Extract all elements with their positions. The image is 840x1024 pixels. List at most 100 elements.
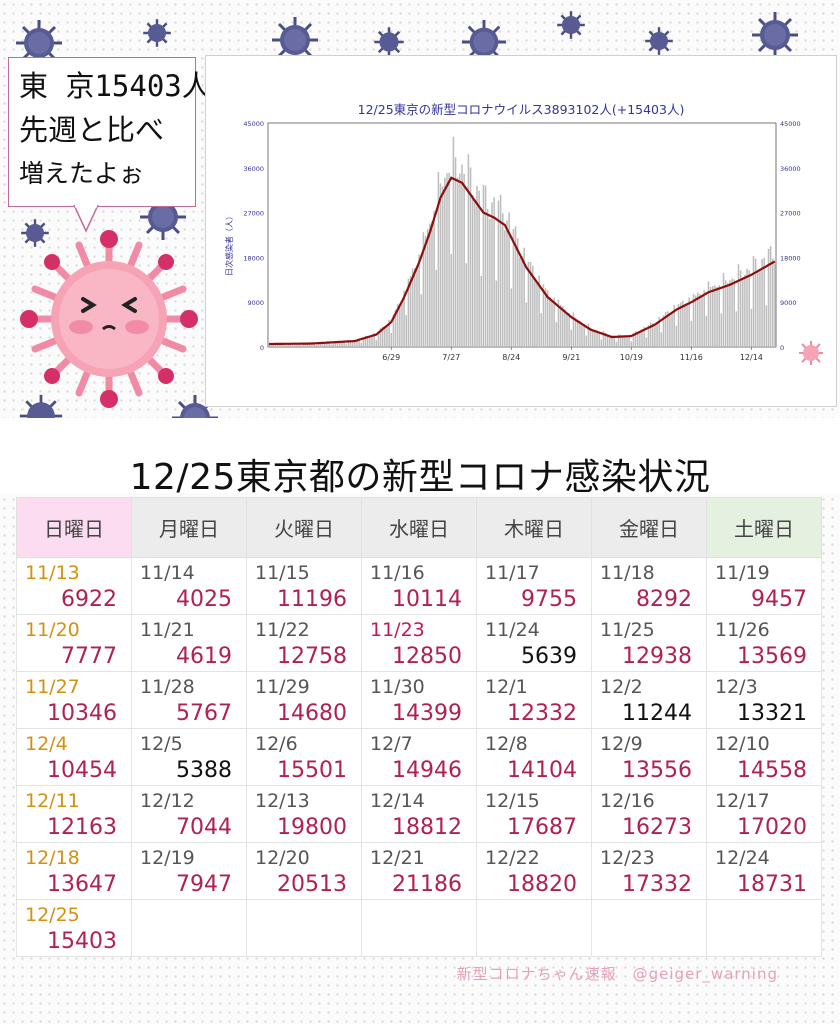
y-tick-label-right: 36000: [780, 165, 801, 173]
day-cell: [246, 899, 362, 957]
bar: [274, 343, 277, 347]
table-header-band: [0, 418, 840, 493]
bar: [729, 280, 731, 347]
bar: [499, 194, 502, 347]
day-cell: 11/20 7777: [16, 614, 132, 672]
bar: [386, 325, 388, 347]
day-cell: 12/9 13556: [591, 728, 707, 786]
bar: [315, 344, 317, 347]
bar: [714, 285, 716, 347]
bar: [604, 332, 607, 347]
day-count: 14680: [277, 701, 347, 726]
bar: [707, 281, 710, 347]
day-date: 11/29: [255, 676, 310, 698]
table-row: 12/11 12163 12/12 7044 12/13 19800 12/14 18812 1…: [16, 785, 822, 843]
bar: [403, 290, 405, 347]
bar: [469, 167, 472, 347]
bar: [414, 268, 416, 347]
bar: [581, 322, 583, 347]
day-cell: [361, 899, 477, 957]
bar: [452, 136, 455, 347]
virus-icon: [557, 11, 585, 39]
day-count: 10114: [392, 587, 462, 612]
day-cell: [591, 899, 707, 957]
bar: [572, 312, 575, 347]
day-cell: 12/21 21186: [361, 842, 477, 900]
day-count: 13321: [737, 701, 807, 726]
day-cell: 12/6 15501: [246, 728, 362, 786]
day-count: 11196: [277, 587, 347, 612]
day-cell: 11/28 5767: [131, 671, 247, 729]
bar: [291, 343, 294, 347]
day-count: 13569: [737, 644, 807, 669]
day-date: 12/23: [600, 847, 655, 869]
day-cell: 12/15 17687: [476, 785, 592, 843]
day-date: 12/19: [140, 847, 195, 869]
bar: [437, 171, 440, 347]
bar: [742, 277, 744, 347]
x-tick-label: 7/27: [442, 353, 460, 362]
bar: [606, 335, 609, 347]
day-count: 12938: [622, 644, 692, 669]
day-cell: 12/20 20513: [246, 842, 362, 900]
virus-icon: [16, 20, 62, 66]
bar: [767, 248, 770, 347]
bar: [703, 290, 705, 347]
bar: [628, 334, 630, 347]
virus-icon: [272, 17, 318, 63]
day-date: 12/6: [255, 733, 298, 755]
day-count: 7947: [176, 872, 232, 897]
bar: [448, 172, 450, 347]
bar: [330, 344, 333, 347]
bar: [649, 322, 652, 347]
bar: [345, 344, 348, 347]
virus-icon: [645, 27, 673, 55]
virus-icon: [143, 19, 171, 47]
day-date: 12/25: [25, 904, 80, 926]
bar: [491, 202, 493, 347]
bar: [450, 253, 453, 347]
bar: [276, 343, 279, 347]
bar: [332, 341, 335, 347]
bar: [465, 263, 468, 347]
day-date: 12/4: [25, 733, 68, 755]
bar: [371, 335, 373, 347]
day-count: 19800: [277, 815, 347, 840]
corona-mascot-icon: [20, 230, 198, 408]
day-count: 8292: [636, 587, 692, 612]
day-date: 12/11: [25, 790, 80, 812]
bar: [474, 199, 476, 347]
bar: [531, 266, 534, 347]
daily-cases-chart: 12/25東京の新型コロナウイルス3893102人(+15403人) 日次感染者…: [224, 102, 801, 362]
bar: [369, 336, 371, 347]
bar: [463, 173, 465, 347]
series-line: [269, 176, 776, 346]
day-cell: 11/27 10346: [16, 671, 132, 729]
day-date: 11/18: [600, 562, 655, 584]
bar: [615, 341, 618, 347]
bar: [341, 341, 343, 347]
weekday-header: 土曜日: [706, 497, 822, 558]
day-cell: 11/25 12938: [591, 614, 707, 672]
bar: [772, 258, 774, 347]
bar: [399, 304, 401, 347]
bar: [720, 313, 723, 347]
bar: [459, 173, 461, 347]
bar: [484, 185, 487, 347]
day-date: 11/21: [140, 619, 195, 641]
bar: [711, 286, 714, 347]
bar: [506, 220, 508, 347]
day-date: 11/30: [370, 676, 425, 698]
x-tick-label: 8/24: [502, 353, 520, 362]
day-count: 15403: [47, 929, 117, 954]
bar: [746, 268, 748, 347]
bar: [744, 274, 746, 347]
bar: [319, 342, 322, 347]
small-mascot-icon: [799, 341, 823, 365]
day-cell: 12/2 11244: [591, 671, 707, 729]
day-cell: 12/18 13647: [16, 842, 132, 900]
day-count: 17332: [622, 872, 692, 897]
day-count: 5388: [176, 758, 232, 783]
bar: [684, 304, 686, 347]
bar: [411, 268, 414, 347]
